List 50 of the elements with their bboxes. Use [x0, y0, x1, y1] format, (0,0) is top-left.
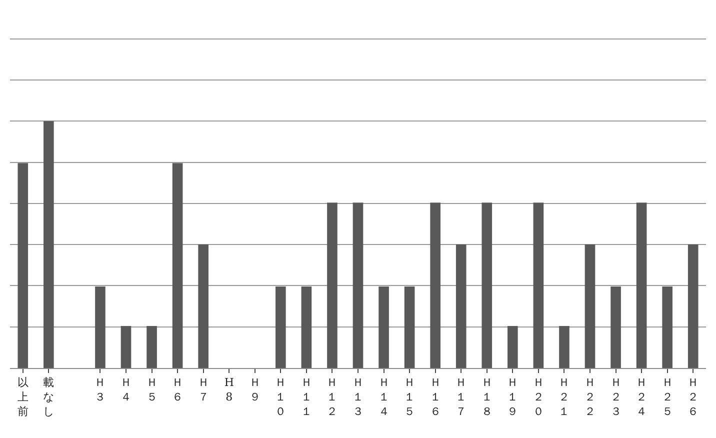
x-tick-label: Ｈ１２ — [326, 376, 338, 418]
x-tick-label: Ｈ２５ — [662, 376, 673, 418]
x-tick-label: Ｈ１０ — [275, 376, 286, 418]
x-tick-label: Ｈ２６ — [688, 376, 699, 418]
bar — [146, 326, 157, 368]
bar — [198, 244, 208, 368]
x-tick-label: Ｈ４ — [120, 376, 132, 404]
x-tick-label: Ｈ１６ — [430, 376, 441, 418]
bar — [44, 121, 54, 368]
x-tick-label: Ｈ２１ — [558, 376, 570, 418]
x-tick-label: 載なし — [43, 376, 54, 418]
bar — [610, 286, 621, 368]
bar — [636, 202, 647, 368]
bar — [18, 163, 28, 368]
x-tick-label: Ｈ２０ — [532, 376, 544, 418]
bar — [327, 202, 338, 368]
x-tick-label: Ｈ１９ — [507, 376, 518, 418]
bar — [95, 286, 106, 368]
bar — [430, 202, 440, 368]
x-tick-label: Ｈ１５ — [404, 376, 416, 418]
x-tick-label: H8 — [224, 376, 234, 404]
bar — [482, 202, 492, 368]
x-tick-label: Ｈ２４ — [636, 376, 648, 418]
x-tick-label: 以上前 — [17, 376, 28, 418]
x-tick-label: Ｈ５ — [146, 376, 158, 404]
x-tick-label: Ｈ１７ — [456, 376, 467, 418]
x-tick-label: Ｈ２３ — [610, 376, 622, 418]
bar — [508, 326, 518, 368]
bar — [559, 326, 570, 368]
bar — [688, 244, 698, 368]
bar — [301, 286, 312, 368]
bar — [378, 286, 389, 368]
bar — [404, 286, 415, 368]
x-tick-label: Ｈ１３ — [352, 376, 364, 418]
x-tick-label: Ｈ２２ — [584, 376, 596, 418]
bar — [120, 326, 132, 368]
x-tick-label: Ｈ１４ — [378, 376, 390, 418]
x-tick-label: Ｈ３ — [94, 376, 106, 404]
x-tick-label: Ｈ１１ — [300, 376, 312, 418]
bar — [584, 244, 596, 368]
bar — [533, 202, 544, 368]
bar — [352, 202, 364, 368]
x-tick-label: Ｈ７ — [198, 376, 209, 404]
bar — [662, 286, 672, 368]
bar — [456, 244, 466, 368]
bar — [172, 163, 183, 368]
x-tick-label: Ｈ１８ — [481, 376, 492, 418]
x-tick-label: Ｈ６ — [172, 376, 184, 404]
bar — [276, 286, 286, 368]
x-tick-label: Ｈ９ — [249, 376, 260, 404]
